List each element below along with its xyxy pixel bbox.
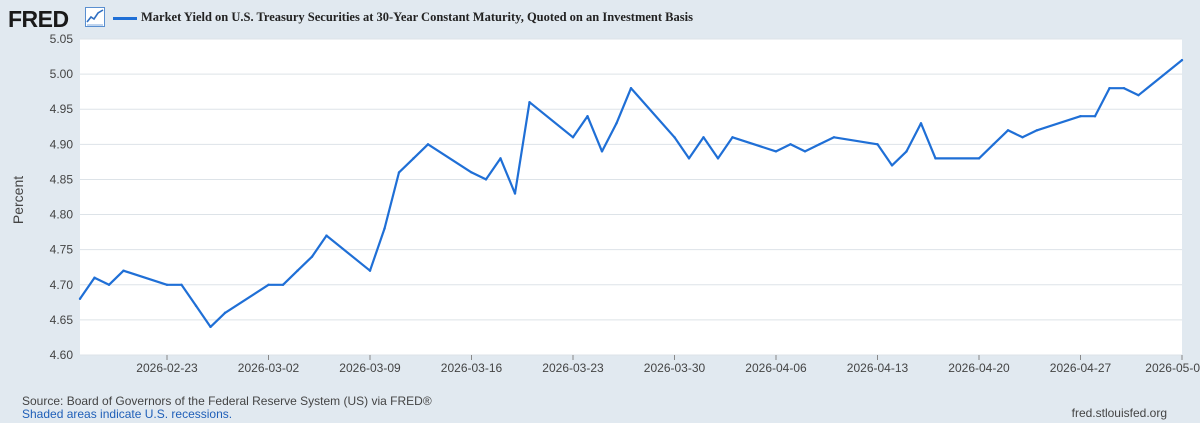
y-tick-label: 4.70 [50,278,74,292]
data-point[interactable] [716,157,720,160]
data-point[interactable] [702,136,705,139]
data-point[interactable] [296,269,299,272]
recession-note: Shaded areas indicate U.S. recessions. [22,407,233,421]
x-tick-label: 2026-03-30 [644,361,706,375]
x-tick-label: 2026-03-23 [542,361,604,375]
fred-logo-graph-icon [85,7,105,27]
plot-area [80,39,1182,355]
x-tick-label: 2026-04-20 [948,361,1010,375]
x-tick-label: 2026-03-09 [339,361,401,375]
data-point[interactable] [325,234,328,237]
data-points [78,58,1184,329]
data-point[interactable] [1021,136,1024,139]
y-tick-label: 4.65 [50,313,74,327]
data-point[interactable] [1093,115,1097,118]
data-point[interactable] [383,227,386,230]
x-tick-label: 2026-02-23 [136,361,198,375]
chart-header: FRED Market Yield on U.S. Treasury Secur… [0,0,1200,36]
data-point[interactable] [412,157,415,160]
data-point[interactable] [890,164,894,167]
x-axis-ticks: 2026-02-23 2026-03-02 2026-03-09 2026-03-16… [136,355,1200,375]
data-point[interactable] [470,171,473,174]
data-point[interactable] [122,269,125,272]
data-point[interactable] [310,255,314,258]
data-point[interactable] [600,150,604,153]
data-point[interactable] [528,101,531,104]
data-point[interactable] [905,150,908,153]
y-tick-label: 4.95 [50,102,74,116]
data-point[interactable] [803,150,807,153]
data-point[interactable] [1108,86,1111,90]
y-tick-label: 4.80 [50,208,74,222]
data-point[interactable] [267,283,270,286]
data-point[interactable] [818,143,821,146]
data-point[interactable] [876,143,879,146]
data-point[interactable] [919,122,923,125]
data-point[interactable] [1137,93,1140,97]
legend-swatch [113,17,137,20]
data-point[interactable] [1006,129,1010,132]
y-tick-label: 5.00 [50,67,74,81]
data-point[interactable] [934,157,937,160]
data-point[interactable] [977,157,981,160]
data-point[interactable] [165,283,169,286]
data-point[interactable] [223,311,227,315]
data-point[interactable] [513,192,517,195]
x-tick-label: 2026-04-13 [847,361,909,375]
x-tick-label: 2026-03-16 [441,361,503,375]
data-point[interactable] [426,143,430,146]
data-point[interactable] [281,283,285,286]
data-point[interactable] [571,136,575,139]
data-point[interactable] [789,143,792,146]
chart-title: Market Yield on U.S. Treasury Securities… [141,10,693,24]
data-point[interactable] [180,283,183,286]
x-tick-label: 2026-03-02 [238,361,300,375]
grid-lines [80,38,1182,356]
data-point[interactable] [586,115,589,118]
data-point[interactable] [368,269,372,272]
site-credit[interactable]: fred.stlouisfed.org [1071,406,1167,420]
data-point[interactable] [992,143,995,146]
data-point[interactable] [93,276,96,279]
data-point[interactable] [194,304,198,308]
y-tick-label: 4.75 [50,243,74,257]
y-tick-label: 5.05 [50,32,74,46]
data-point[interactable] [1122,86,1126,90]
data-point[interactable] [731,136,734,139]
fred-logo[interactable]: FRED [8,6,69,32]
data-point[interactable] [1079,115,1082,118]
data-point[interactable] [1035,129,1039,132]
y-tick-label: 4.60 [50,348,74,362]
data-point[interactable] [615,122,618,125]
y-axis-label: Percent [10,176,26,224]
data-point[interactable] [499,157,502,160]
data-point[interactable] [209,325,212,329]
data-point[interactable] [673,136,676,139]
y-axis-ticks: 4.60 4.65 4.70 4.75 4.80 4.85 4.90 4.95 5.00 5.05 [50,32,74,362]
data-point[interactable] [78,297,82,301]
data-point[interactable] [832,136,836,139]
x-tick-label: 2026-05-0 [1145,361,1200,375]
data-point[interactable] [1180,58,1184,62]
data-point[interactable] [774,150,778,153]
y-tick-label: 4.85 [50,172,74,186]
source-note: Source: Board of Governors of the Federa… [22,394,432,408]
data-point[interactable] [397,171,401,174]
data-point[interactable] [629,86,633,90]
x-tick-label: 2026-04-27 [1050,361,1112,375]
data-point[interactable] [107,283,111,286]
data-point[interactable] [687,157,691,160]
x-tick-label: 2026-04-06 [745,361,807,375]
y-tick-label: 4.90 [50,137,74,151]
data-point[interactable] [484,178,488,181]
